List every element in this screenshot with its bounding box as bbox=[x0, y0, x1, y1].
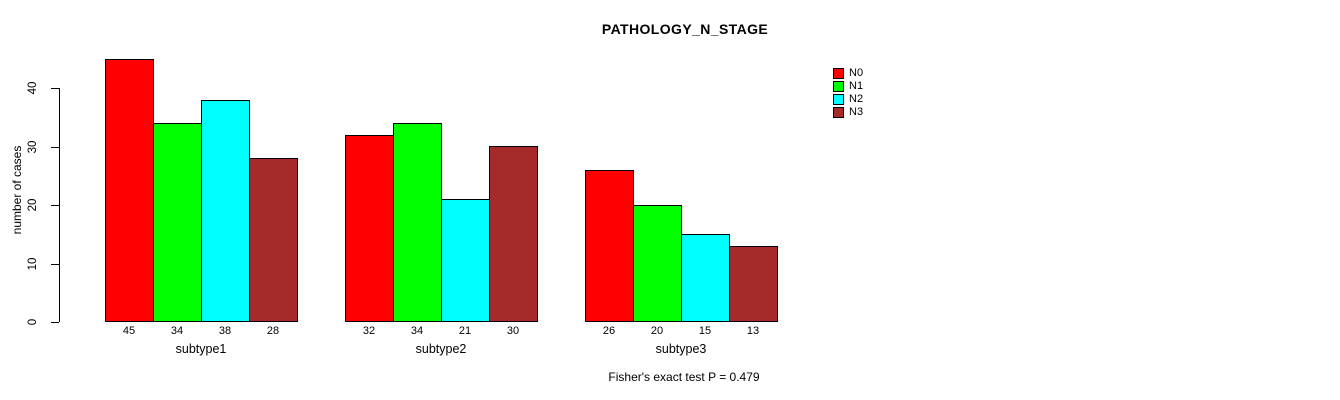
bar-n0-subtype3 bbox=[585, 170, 634, 322]
y-axis-tick-label: 20 bbox=[27, 198, 39, 212]
legend-label: N3 bbox=[849, 106, 864, 118]
bar-value-label: 26 bbox=[602, 325, 616, 337]
bar-n3-subtype2 bbox=[489, 146, 538, 322]
y-axis-tick-label: 10 bbox=[27, 257, 39, 270]
y-axis-tick-label: 30 bbox=[27, 140, 39, 153]
bar-n1-subtype3 bbox=[633, 205, 682, 322]
bar-n2-subtype1 bbox=[201, 100, 250, 322]
legend-item-n2: N2 bbox=[833, 93, 863, 105]
chart-title: PATHOLOGY_N_STAGE bbox=[601, 21, 769, 37]
bar-value-label: 34 bbox=[410, 325, 424, 337]
bar-value-label: 28 bbox=[266, 325, 280, 337]
legend-label: N2 bbox=[849, 93, 864, 105]
bar-n0-subtype2 bbox=[345, 135, 394, 322]
bar-n3-subtype1 bbox=[249, 158, 298, 322]
legend-item-n0: N0 bbox=[833, 67, 863, 79]
y-axis-tick bbox=[51, 205, 59, 206]
legend-swatch-n2 bbox=[833, 93, 844, 105]
y-axis-label: number of cases bbox=[10, 145, 24, 235]
bar-value-label: 32 bbox=[362, 325, 376, 337]
bar-n1-subtype1 bbox=[153, 123, 202, 322]
y-axis-tick bbox=[51, 146, 59, 148]
legend-swatch-n3 bbox=[833, 106, 844, 118]
y-axis-tick bbox=[51, 263, 59, 265]
legend-item-n1: N1 bbox=[833, 80, 863, 92]
bar-value-label: 15 bbox=[698, 325, 712, 337]
y-axis-tick bbox=[51, 322, 59, 323]
bar-n2-subtype3 bbox=[681, 234, 730, 322]
legend-label: N1 bbox=[849, 80, 864, 92]
category-label-subtype2: subtype2 bbox=[415, 342, 467, 356]
bar-value-label: 20 bbox=[650, 325, 664, 337]
category-label-subtype3: subtype3 bbox=[655, 342, 707, 356]
y-axis-tick-label: 40 bbox=[27, 81, 39, 95]
y-axis-tick-label: 0 bbox=[27, 318, 39, 326]
y-axis-line bbox=[59, 88, 60, 322]
bar-value-label: 34 bbox=[170, 325, 184, 337]
legend-swatch-n0 bbox=[833, 67, 844, 79]
bar-value-label: 38 bbox=[218, 325, 232, 337]
bar-value-label: 13 bbox=[746, 325, 760, 337]
legend-swatch-n1 bbox=[833, 80, 844, 92]
bar-n1-subtype2 bbox=[393, 123, 442, 322]
bar-n2-subtype2 bbox=[441, 199, 490, 322]
bar-value-label: 30 bbox=[506, 325, 520, 337]
y-axis-tick bbox=[51, 88, 59, 89]
bar-value-label: 45 bbox=[122, 325, 136, 337]
bar-n3-subtype3 bbox=[729, 246, 778, 322]
bar-n0-subtype1 bbox=[105, 59, 154, 322]
legend-label: N0 bbox=[849, 67, 864, 79]
footnote: Fisher's exact test P = 0.479 bbox=[608, 370, 760, 384]
bar-value-label: 21 bbox=[458, 325, 472, 337]
legend-item-n3: N3 bbox=[833, 106, 863, 118]
category-label-subtype1: subtype1 bbox=[175, 342, 227, 356]
